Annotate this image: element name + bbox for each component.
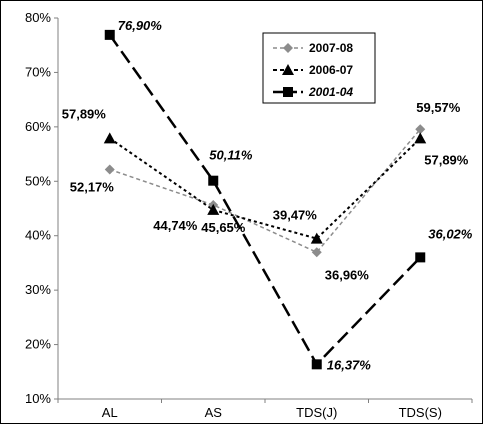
data-label: 57,89% — [62, 106, 107, 121]
data-label: 45,65% — [201, 220, 246, 235]
chart-axes: 10% 20% 30% 40% 50% 60% 70% 80% AL AS TDS(J) TDS(S) — [25, 10, 473, 420]
series-lines — [108, 34, 422, 367]
data-label: 16,37% — [327, 357, 372, 372]
legend: 2007-08 2006-07 2001-04 — [262, 32, 376, 104]
y-tick-label: 50% — [25, 173, 51, 188]
x-tick-label: AS — [205, 405, 223, 420]
y-tick-label: 80% — [25, 10, 51, 25]
triangle-marker — [310, 232, 323, 244]
data-label: 44,74% — [153, 218, 198, 233]
square-marker — [415, 252, 426, 263]
data-labels: 52,17% 45,65% 36,96% 59,57% 57,89% 44,74% 39,4… — [62, 18, 473, 372]
data-label: 57,89% — [424, 152, 469, 167]
data-label: 36,02% — [428, 226, 473, 241]
square-marker — [104, 29, 115, 40]
diamond-marker — [415, 124, 426, 135]
data-label: 39,47% — [273, 208, 318, 223]
y-tick-label: 60% — [25, 119, 51, 134]
diamond-marker — [283, 43, 293, 53]
y-tick-label: 70% — [25, 64, 51, 79]
series-line-2006-07 — [109, 137, 421, 240]
x-tick-label: TDS(J) — [296, 405, 337, 420]
x-tick-label: TDS(S) — [399, 405, 442, 420]
square-marker — [208, 175, 219, 186]
x-tick-label: AL — [102, 405, 118, 420]
diamond-marker — [311, 247, 322, 258]
series-markers — [103, 29, 427, 370]
series-line-2007-08 — [109, 128, 421, 254]
triangle-marker — [282, 64, 294, 75]
y-tick-label: 20% — [25, 337, 51, 352]
diamond-marker — [104, 164, 115, 175]
data-label: 36,96% — [325, 267, 370, 282]
data-label: 59,57% — [416, 100, 461, 115]
legend-label: 2007-08 — [309, 41, 353, 55]
y-tick-label: 30% — [25, 282, 51, 297]
data-label: 52,17% — [70, 179, 115, 194]
square-marker — [283, 87, 293, 97]
y-tick-label: 10% — [25, 391, 51, 406]
y-tick-label: 40% — [25, 228, 51, 243]
data-label: 76,90% — [118, 18, 163, 33]
triangle-marker — [103, 132, 116, 144]
square-marker — [311, 359, 322, 370]
triangle-marker — [207, 203, 220, 215]
legend-label: 2006-07 — [309, 63, 353, 77]
triangle-marker — [414, 132, 427, 144]
data-label: 50,11% — [209, 148, 253, 163]
series-line-2001-04 — [108, 34, 422, 367]
legend-label: 2001-04 — [308, 85, 353, 99]
